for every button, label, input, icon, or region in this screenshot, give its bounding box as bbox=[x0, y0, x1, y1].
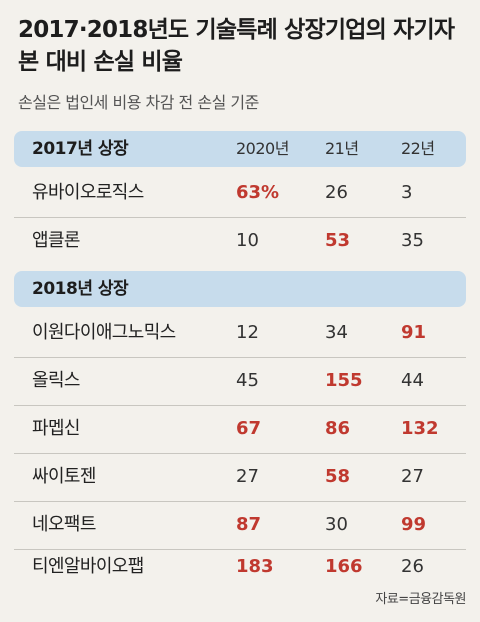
row-divider bbox=[14, 217, 466, 218]
page-subtitle: 손실은 법인세 비용 차감 전 손실 기준 bbox=[18, 93, 259, 112]
value-2020: 183 bbox=[236, 556, 274, 577]
company-name: 파멥신 bbox=[32, 418, 80, 439]
value-2020: 63% bbox=[236, 182, 280, 203]
group-header-2017: 2017년 상장 2020년 21년 22년 bbox=[14, 131, 466, 167]
table-row: 올릭스 45 155 44 bbox=[0, 357, 480, 405]
value-21: 58 bbox=[325, 466, 351, 487]
value-21: 155 bbox=[325, 370, 363, 391]
value-22: 44 bbox=[401, 370, 424, 391]
row-divider bbox=[14, 453, 466, 454]
page-title: 2017·2018년도 기술특례 상장기업의 자기자본 대비 손실 비율 bbox=[18, 17, 455, 75]
column-header-22: 22년 bbox=[401, 139, 435, 158]
value-2020: 45 bbox=[236, 370, 259, 391]
column-header-21: 21년 bbox=[325, 139, 359, 158]
value-22: 35 bbox=[401, 230, 424, 251]
value-22: 99 bbox=[401, 514, 427, 535]
group-header-2018: 2018년 상장 bbox=[14, 271, 466, 307]
value-21: 53 bbox=[325, 230, 351, 251]
value-2020: 12 bbox=[236, 322, 259, 343]
value-22: 132 bbox=[401, 418, 439, 439]
value-22: 27 bbox=[401, 466, 424, 487]
value-22: 26 bbox=[401, 556, 424, 577]
table-row: 앱클론 10 53 35 bbox=[0, 217, 480, 265]
row-divider bbox=[14, 549, 466, 550]
table-row: 티엔알바이오팹 183 166 26 bbox=[0, 543, 480, 591]
value-21: 166 bbox=[325, 556, 363, 577]
group-label: 2017년 상장 bbox=[32, 139, 129, 159]
value-22: 91 bbox=[401, 322, 427, 343]
column-header-2020: 2020년 bbox=[236, 139, 289, 158]
value-21: 34 bbox=[325, 322, 348, 343]
company-name: 유바이오로직스 bbox=[32, 182, 144, 203]
source-note: 자료=금융감독원 bbox=[375, 592, 466, 607]
company-name: 티엔알바이오팹 bbox=[32, 556, 144, 577]
value-21: 26 bbox=[325, 182, 348, 203]
value-21: 86 bbox=[325, 418, 351, 439]
row-divider bbox=[14, 501, 466, 502]
value-21: 30 bbox=[325, 514, 348, 535]
row-divider bbox=[14, 357, 466, 358]
company-name: 이원다이애그노믹스 bbox=[32, 322, 176, 343]
company-name: 네오팩트 bbox=[32, 514, 96, 535]
company-name: 싸이토젠 bbox=[32, 466, 96, 487]
table-row: 유바이오로직스 63% 26 3 bbox=[0, 169, 480, 217]
row-divider bbox=[14, 405, 466, 406]
value-2020: 87 bbox=[236, 514, 262, 535]
value-2020: 27 bbox=[236, 466, 259, 487]
table-row: 네오팩트 87 30 99 bbox=[0, 501, 480, 549]
value-2020: 67 bbox=[236, 418, 262, 439]
table-row: 싸이토젠 27 58 27 bbox=[0, 453, 480, 501]
company-name: 올릭스 bbox=[32, 370, 80, 391]
table-row: 파멥신 67 86 132 bbox=[0, 405, 480, 453]
value-22: 3 bbox=[401, 182, 413, 203]
company-name: 앱클론 bbox=[32, 230, 80, 251]
table-row: 이원다이애그노믹스 12 34 91 bbox=[0, 309, 480, 357]
group-label: 2018년 상장 bbox=[32, 279, 129, 299]
value-2020: 10 bbox=[236, 230, 259, 251]
